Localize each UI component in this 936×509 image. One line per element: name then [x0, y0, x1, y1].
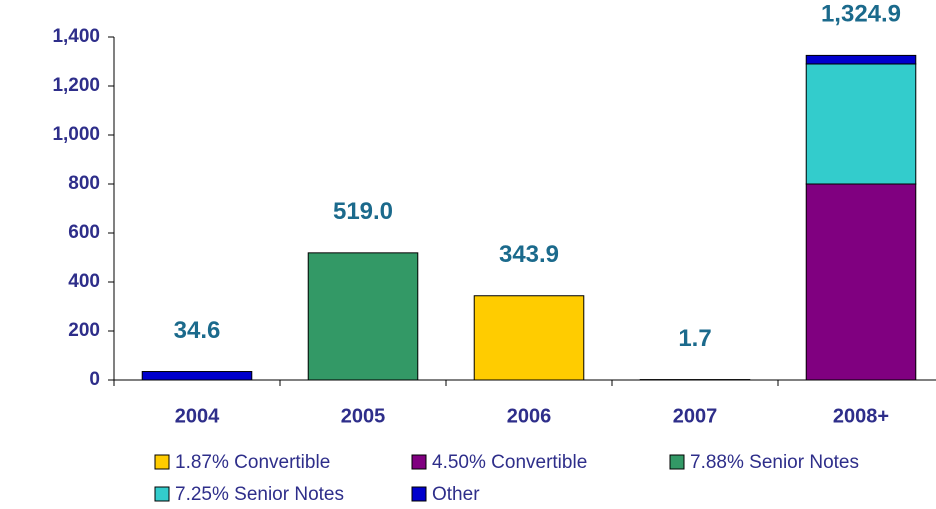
bar-segment — [473, 295, 585, 381]
x-tick-label: 2005 — [341, 405, 386, 427]
total-label: 1.7 — [678, 325, 711, 352]
y-tick-label: 1,200 — [52, 75, 100, 96]
y-tick-label: 1,400 — [52, 26, 100, 47]
bar-segment — [805, 63, 917, 185]
bar-segment — [141, 371, 253, 381]
x-tick-label: 2006 — [507, 405, 552, 427]
y-tick-label: 600 — [68, 222, 100, 243]
bar-segment — [805, 183, 917, 381]
x-tick-label: 2004 — [175, 405, 220, 427]
bar-segment — [805, 54, 917, 65]
legend-swatch — [154, 486, 170, 502]
y-tick-label: 0 — [89, 369, 100, 390]
total-label: 343.9 — [499, 241, 559, 268]
y-tick-label: 200 — [68, 320, 100, 341]
legend-label: 1.87% Convertible — [175, 452, 330, 473]
x-tick-label: 2007 — [673, 405, 718, 427]
legend-label: Other — [432, 484, 480, 505]
legend-swatch — [411, 454, 427, 470]
legend-swatch — [669, 454, 685, 470]
y-tick-label: 1,000 — [52, 124, 100, 145]
y-tick-label: 800 — [68, 173, 100, 194]
y-tick-label: 400 — [68, 271, 100, 292]
total-label: 519.0 — [333, 198, 393, 225]
legend-label: 7.88% Senior Notes — [690, 452, 859, 473]
legend-swatch — [154, 454, 170, 470]
bar-segment — [307, 252, 419, 381]
x-tick-label: 2008+ — [833, 405, 889, 427]
legend-label: 4.50% Convertible — [432, 452, 587, 473]
total-label: 1,324.9 — [821, 1, 901, 28]
legend-label: 7.25% Senior Notes — [175, 484, 344, 505]
total-label: 34.6 — [174, 317, 221, 344]
legend-swatch — [411, 486, 427, 502]
